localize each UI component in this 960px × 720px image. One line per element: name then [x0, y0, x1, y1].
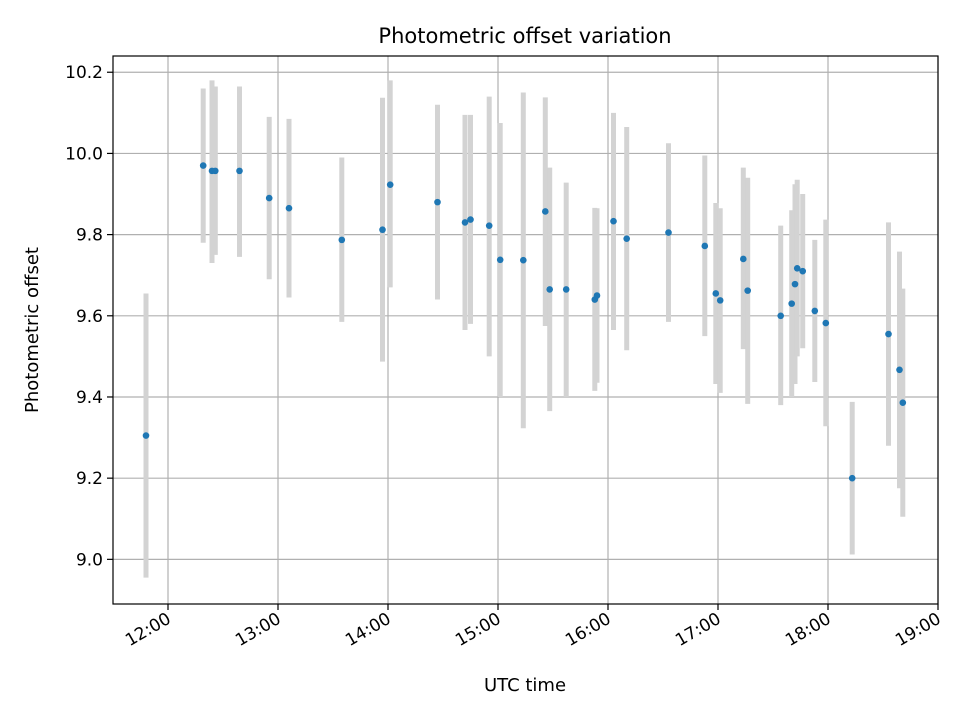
data-point [338, 236, 346, 244]
data-point [788, 300, 795, 307]
data-point [665, 229, 672, 236]
data-point [467, 216, 474, 223]
data-point [379, 226, 386, 234]
data-point [623, 235, 630, 242]
plot-frame [112, 55, 939, 605]
y-tick-label: 9.8 [76, 226, 103, 246]
data-point [542, 208, 549, 215]
data-point [799, 267, 806, 275]
y-tick-label: 9.4 [76, 388, 103, 408]
data-point [212, 167, 219, 175]
data-point [740, 255, 747, 263]
y-tick-label: 10.0 [65, 144, 103, 164]
data-point [716, 297, 724, 304]
y-tick-label: 9.6 [76, 307, 103, 327]
data-point [896, 366, 903, 374]
data-point [899, 399, 907, 406]
data-point [546, 286, 553, 293]
data-point [434, 198, 441, 206]
data-point [199, 162, 207, 169]
data-point [793, 264, 801, 272]
data-point [712, 290, 720, 297]
data-point [610, 217, 617, 225]
data-point [744, 287, 751, 294]
data-point [562, 286, 570, 293]
data-point [485, 222, 493, 229]
data-point [496, 256, 504, 264]
data-point [285, 204, 293, 212]
data-point [885, 330, 892, 338]
x-axis-label: UTC time [484, 675, 566, 696]
data-point [593, 292, 601, 299]
data-point [461, 219, 469, 226]
data-point [848, 474, 856, 482]
point-layer [142, 162, 907, 482]
data-point [142, 432, 150, 439]
data-point [791, 280, 799, 288]
y-tick-label: 10.2 [65, 63, 103, 83]
data-point [386, 181, 394, 188]
y-axis: 9.0 9.2 9.4 9.6 9.8 10.0 10.2 [65, 63, 113, 570]
y-tick-label: 9.2 [76, 469, 103, 489]
data-point [701, 242, 709, 250]
data-point [777, 312, 784, 320]
data-point [236, 167, 243, 175]
data-point [520, 256, 527, 264]
y-axis-label: Photometric offset [22, 247, 43, 413]
data-point [265, 194, 273, 202]
data-point [822, 319, 830, 327]
chart-title: Photometric offset variation [378, 24, 671, 48]
data-point [811, 307, 819, 315]
y-tick-label: 9.0 [76, 550, 103, 570]
